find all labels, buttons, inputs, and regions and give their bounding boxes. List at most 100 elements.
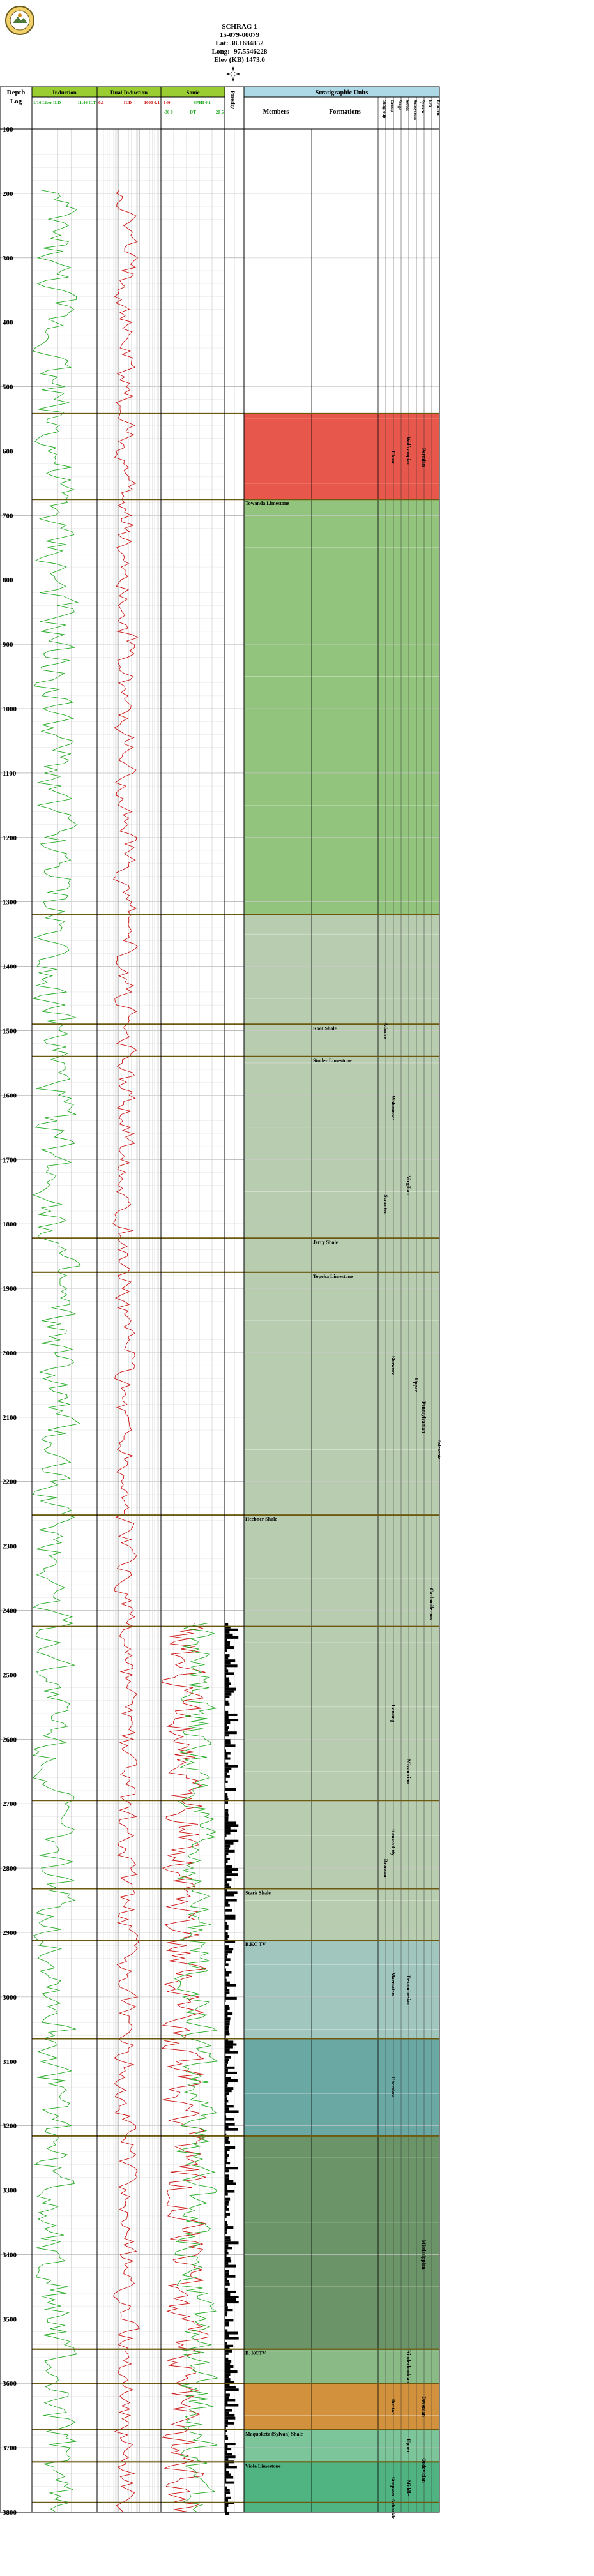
porosity-bar	[225, 1961, 226, 1964]
formations-label: Formations	[329, 109, 361, 116]
porosity-bar	[225, 1742, 231, 1745]
depth-tick-label: 1900	[3, 1285, 17, 1293]
porosity-bar	[225, 1672, 234, 1675]
depth-tick-label: 2100	[3, 1414, 17, 1422]
porosity-bar	[225, 2463, 229, 2466]
porosity-bar	[225, 1917, 236, 1920]
depth-tick-label: 1200	[3, 834, 17, 842]
porosity-bar	[225, 2373, 231, 2376]
porosity-bar	[225, 2174, 229, 2178]
porosity-bar	[225, 2113, 226, 2116]
porosity-bar	[225, 2393, 230, 2397]
porosity-bar	[225, 2388, 239, 2391]
unit-label: Pennsylvanian	[421, 1401, 427, 1433]
porosity-bar	[225, 1680, 230, 1683]
member-label: Root Shale	[313, 1025, 337, 1031]
kgs-logo	[4, 3, 36, 41]
porosity-bar	[225, 1796, 228, 1799]
dual-induction-header-title: Dual Induction	[110, 89, 148, 96]
porosity-bar	[225, 1657, 229, 1660]
porosity-bar	[225, 2354, 226, 2358]
porosity-bar	[225, 1886, 231, 1889]
porosity-bar	[225, 2084, 228, 2088]
porosity-bar	[225, 2236, 231, 2240]
well-elev: Elev (KB) 1473.0	[214, 56, 265, 64]
unit-label: Wolfcampian	[406, 437, 411, 466]
porosity-bar	[225, 2264, 236, 2268]
depth-tick-label: 1100	[3, 770, 17, 778]
induction-scale-right: 11.46 ILT	[77, 100, 96, 105]
porosity-bar	[225, 1891, 238, 1894]
unit-label: Lansing	[390, 1705, 396, 1722]
induction-header-scale-cell	[31, 96, 98, 130]
porosity-bar	[225, 2252, 229, 2255]
porosity-bar	[225, 2066, 235, 2069]
depth-tick-label: 400	[3, 319, 13, 327]
porosity-bar	[225, 1888, 227, 1892]
porosity-bar	[225, 2035, 226, 2038]
porosity-bar	[225, 2100, 229, 2103]
porosity-bar	[225, 2509, 227, 2512]
unit-label: Chase	[390, 451, 396, 464]
porosity-bar	[225, 1968, 227, 1971]
porosity-bar	[225, 2151, 227, 2155]
porosity-bar	[225, 2048, 230, 2051]
porosity-bar	[225, 2159, 227, 2162]
unit-label: Middle	[406, 2480, 411, 2496]
sonic-sub-mid: DT	[190, 110, 196, 115]
porosity-bar	[225, 1641, 231, 1644]
porosity-bar	[225, 1724, 227, 1727]
porosity-bar	[225, 2357, 229, 2360]
porosity-bar	[225, 2095, 227, 2098]
sonic-sub-left: -30 0	[164, 110, 173, 115]
porosity-bar	[225, 1638, 227, 1641]
porosity-bar	[225, 1978, 227, 1982]
unit-label: Kinderhookian	[406, 2350, 411, 2384]
well-header: SCHRAG 1 15-079-00079 Lat: 38.1684852 Lo…	[192, 23, 287, 64]
porosity-bar	[225, 2226, 234, 2229]
depth-tick-label: 3400	[3, 2251, 17, 2259]
porosity-bar	[225, 1958, 231, 1961]
porosity-bar	[225, 1631, 230, 1634]
porosity-bar	[225, 1981, 230, 1984]
unit-label: Wabaunsee	[390, 1096, 396, 1121]
porosity-bar	[225, 2068, 228, 2072]
sonic-green-curve	[174, 1623, 218, 2513]
porosity-bar	[225, 2427, 226, 2430]
porosity-bar	[225, 2241, 239, 2245]
unit-label: Bronson	[383, 1859, 388, 1878]
depth-tick-label: 3600	[3, 2380, 17, 2388]
porosity-bar	[225, 2293, 231, 2296]
plot-border	[0, 128, 440, 2513]
depth-tick-label: 2600	[3, 1736, 17, 1744]
porosity-bar	[225, 2118, 234, 2121]
porosity-bar	[225, 2399, 236, 2402]
depth-tick-label: 1800	[3, 1221, 17, 1228]
well-lat: Lat: 38.1684852	[215, 40, 264, 47]
porosity-bar	[225, 1852, 229, 1855]
porosity-bar	[225, 2141, 230, 2144]
porosity-bar	[225, 2259, 232, 2263]
porosity-bar	[225, 1847, 229, 1850]
porosity-bar	[225, 2022, 230, 2026]
porosity-bar	[225, 1871, 232, 1874]
porosity-bar	[225, 2007, 230, 2010]
porosity-bar	[225, 2215, 227, 2218]
compass-icon	[226, 66, 240, 82]
porosity-bar	[225, 2249, 228, 2252]
porosity-bar	[225, 1901, 229, 1904]
porosity-bar	[225, 2185, 227, 2188]
porosity-bar	[225, 2045, 233, 2049]
porosity-bar	[225, 1868, 238, 1871]
porosity-bar	[225, 1752, 231, 1755]
porosity-bar	[225, 2401, 228, 2404]
porosity-bar	[225, 2105, 234, 2108]
porosity-bar	[225, 2506, 227, 2510]
porosity-bar	[225, 2424, 228, 2427]
porosity-bar	[225, 1667, 227, 1670]
porosity-bar	[225, 1945, 229, 1948]
porosity-bar	[225, 2133, 227, 2136]
porosity-bar	[225, 1860, 228, 1864]
porosity-bar	[225, 1955, 228, 1959]
strat-zone	[244, 2383, 439, 2430]
